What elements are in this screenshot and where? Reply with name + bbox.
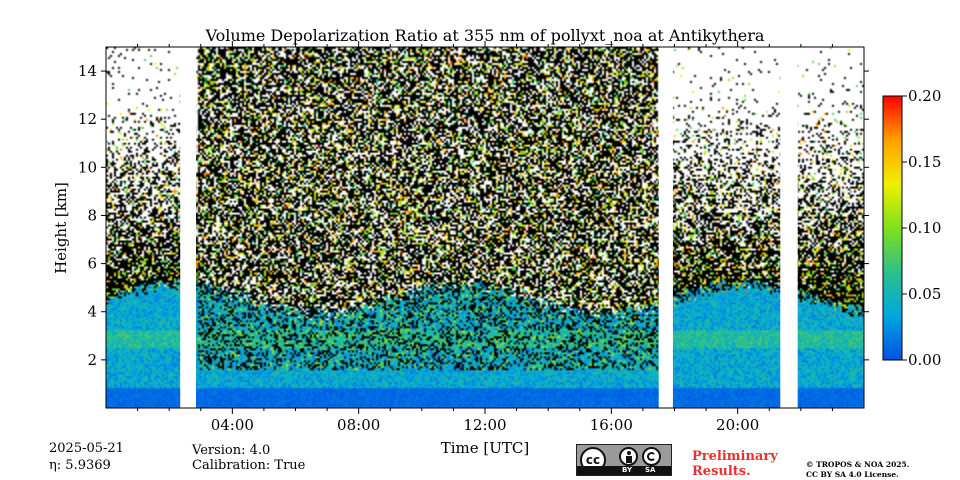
- preliminary-line-2: Results.: [692, 464, 751, 479]
- data-gaps: [180, 47, 798, 408]
- preliminary-line-1: Preliminary: [692, 449, 778, 464]
- license-strip: [577, 466, 671, 475]
- colorbar-ticks: 0.00 0.05 0.10 0.15 0.20: [902, 87, 941, 369]
- sa-share-alike-icon: [642, 447, 661, 466]
- x-tick-label: 12:00: [463, 416, 506, 434]
- copyright-line-1: © TROPOS & NOA 2025.: [806, 460, 910, 469]
- y-axis-label: Height [km]: [52, 182, 70, 274]
- no-data-gap: [180, 47, 197, 408]
- eta-text: η: 5.9369: [49, 458, 111, 473]
- no-data-gap: [658, 47, 673, 408]
- heatmap-plot-area: [106, 47, 864, 408]
- colorbar: [882, 95, 903, 361]
- calibration-text: Calibration: True: [192, 458, 306, 473]
- y-tick-label: 8: [87, 206, 97, 224]
- cc-by-sa-license-badge: cc BY SA: [576, 444, 672, 476]
- y-tick-label: 10: [78, 158, 97, 176]
- y-tick-label: 14: [78, 62, 97, 80]
- colorbar-tick-label: 0.20: [908, 87, 941, 105]
- y-tick-label: 6: [87, 255, 97, 273]
- by-attribution-icon: [619, 447, 638, 466]
- chart-title: Volume Depolarization Ratio at 355 nm of…: [205, 26, 765, 45]
- x-tick-label: 20:00: [716, 416, 759, 434]
- by-label: BY: [622, 466, 633, 474]
- y-axis-ticks: 2 4 6 8 10 12 14: [78, 62, 869, 369]
- no-data-gap: [780, 47, 798, 408]
- x-tick-label: 04:00: [211, 416, 254, 434]
- colorbar-tick-label: 0.10: [908, 219, 941, 237]
- colorbar-tick-label: 0.15: [908, 153, 941, 171]
- colorbar-tick-label: 0.05: [908, 285, 941, 303]
- x-axis-ticks: 04:00 08:00 12:00 16:00 20:00: [137, 41, 833, 434]
- colorbar-tick-label: 0.00: [908, 351, 941, 369]
- y-tick-label: 12: [78, 110, 97, 128]
- x-tick-label: 16:00: [590, 416, 633, 434]
- x-axis-label: Time [UTC]: [441, 439, 530, 457]
- x-tick-label: 08:00: [337, 416, 380, 434]
- sa-label: SA: [645, 466, 656, 474]
- y-tick-label: 2: [87, 351, 97, 369]
- version-text: Version: 4.0: [192, 443, 271, 458]
- depolarization-heatmap: [106, 47, 864, 408]
- copyright-line-2: CC BY SA 4.0 License.: [806, 470, 899, 479]
- date-text: 2025-05-21: [49, 441, 124, 456]
- y-tick-label: 4: [87, 303, 97, 321]
